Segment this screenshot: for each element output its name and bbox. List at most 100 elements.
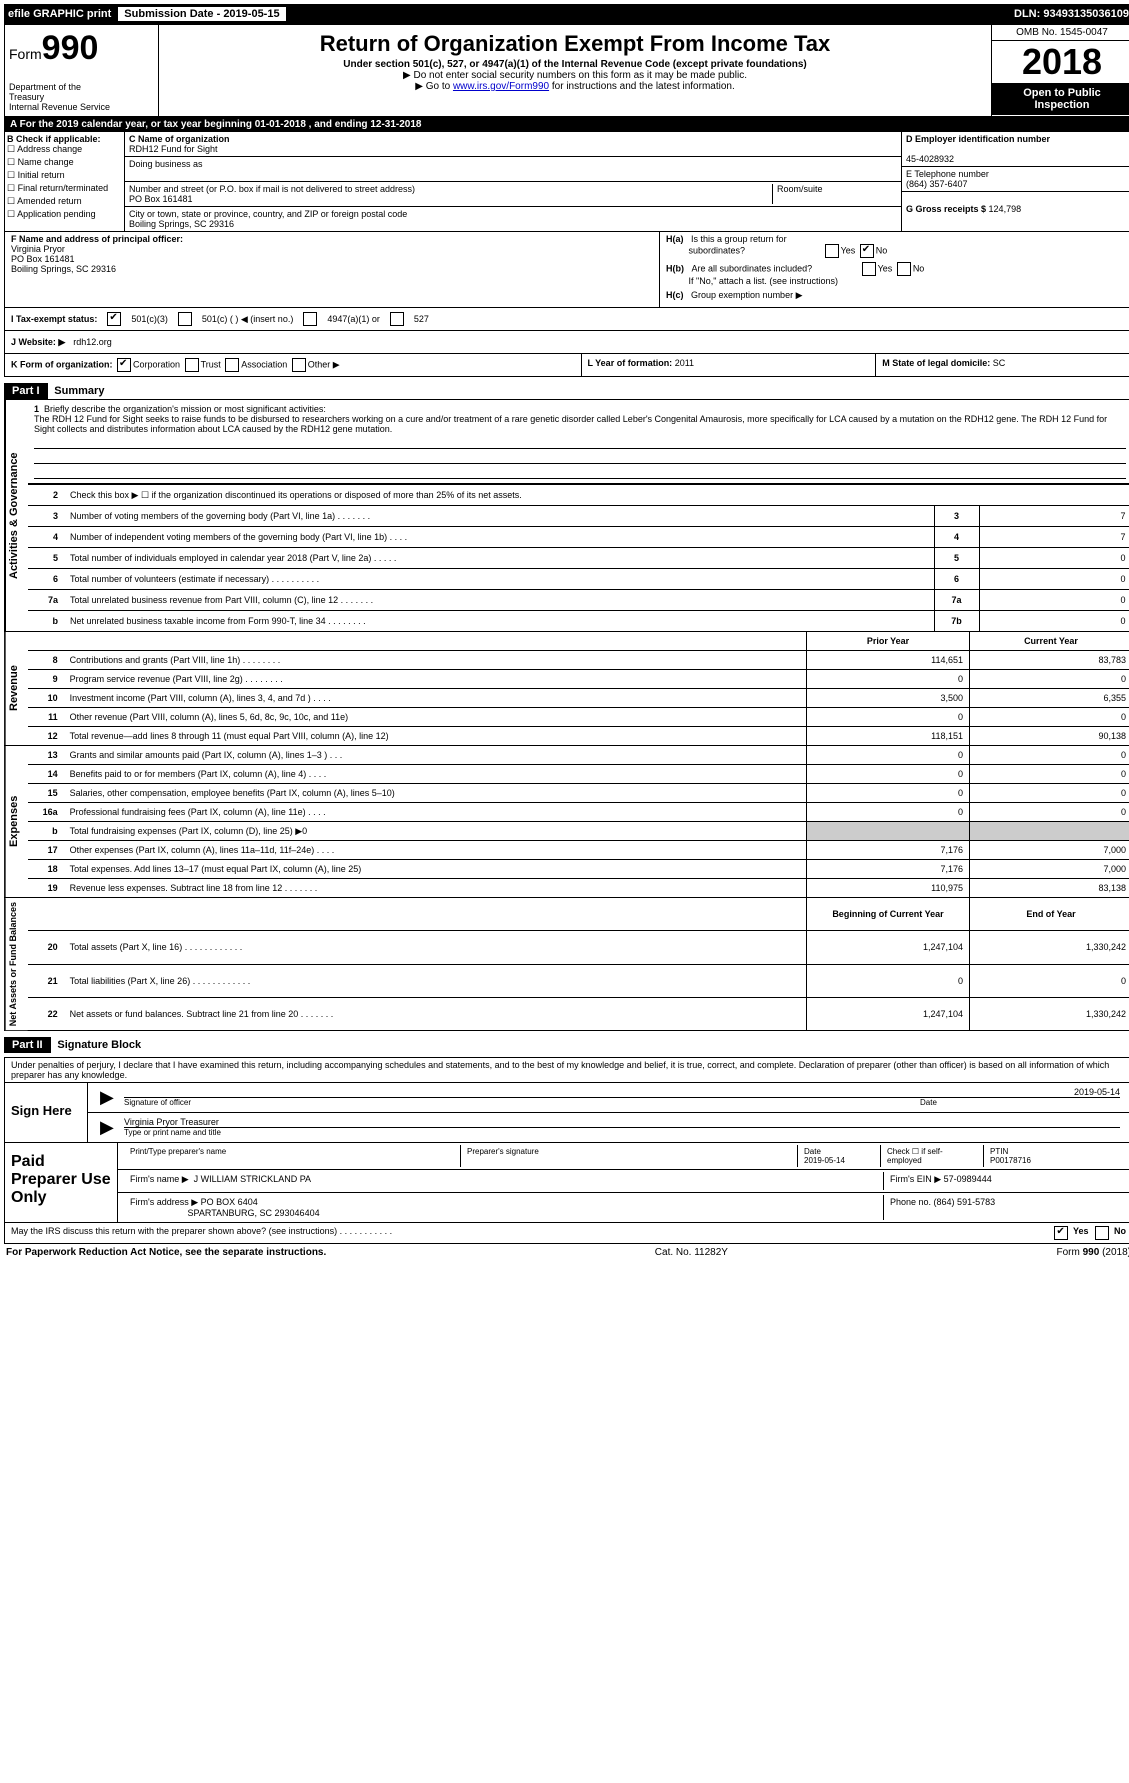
expenses-block: Expenses 13Grants and similar amounts pa… [4, 746, 1129, 898]
gross-receipts-field: G Gross receipts $ 124,798 [902, 192, 1129, 216]
ein-field: D Employer identification number 45-4028… [902, 132, 1129, 167]
form-prefix: Form [9, 46, 42, 62]
paid-preparer-label: Paid Preparer Use Only [5, 1143, 118, 1222]
irs-link[interactable]: www.irs.gov/Form990 [453, 81, 549, 92]
self-employed-check[interactable]: Check ☐ if self-employed [880, 1145, 983, 1167]
table-row: 17Other expenses (Part IX, column (A), l… [28, 841, 1129, 860]
row-i-tax-exempt: I Tax-exempt status: 501(c)(3) 501(c) ( … [4, 308, 1129, 331]
row-k-l-m: K Form of organization: Corporation Trus… [4, 354, 1129, 377]
chk-amended-return[interactable]: ☐ Amended return [7, 196, 122, 207]
ha-no-checkbox[interactable] [860, 244, 874, 258]
row-j-website: J Website: ▶ rdh12.org [4, 331, 1129, 354]
goto-notice: ▶ Go to www.irs.gov/Form990 for instruct… [167, 81, 983, 92]
table-row: 14Benefits paid to or for members (Part … [28, 765, 1129, 784]
ssn-notice: ▶ Do not enter social security numbers o… [167, 70, 983, 81]
street-field: Number and street (or P.O. box if mail i… [125, 182, 901, 207]
chk-corporation[interactable] [117, 358, 131, 372]
arrow-icon: ▶ [94, 1115, 118, 1140]
hb-yes-checkbox[interactable] [862, 262, 876, 276]
chk-527[interactable] [390, 312, 404, 326]
department-label: Department of the Treasury Internal Reve… [9, 82, 154, 112]
form-footer: Form 990 (2018) [1057, 1247, 1129, 1258]
expenses-table: 13Grants and similar amounts paid (Part … [28, 746, 1129, 897]
part-i-title: Summary [54, 385, 104, 397]
chk-address-change[interactable]: ☐ Address change [7, 144, 122, 155]
table-row: 18Total expenses. Add lines 13–17 (must … [28, 860, 1129, 879]
revenue-table: Prior YearCurrent Year 8Contributions an… [28, 632, 1129, 745]
chk-initial-return[interactable]: ☐ Initial return [7, 170, 122, 181]
room-suite: Room/suite [773, 184, 897, 204]
org-name: RDH12 Fund for Sight [129, 144, 218, 154]
net-assets-block: Net Assets or Fund Balances Beginning of… [4, 898, 1129, 1031]
preparer-name-label: Print/Type preparer's name [124, 1145, 460, 1167]
city-field: City or town, state or province, country… [125, 207, 901, 231]
state-domicile: M State of legal domicile: SC [875, 354, 1129, 376]
form-header: Form990 Department of the Treasury Inter… [4, 24, 1129, 117]
end-year-header: End of Year [970, 898, 1129, 931]
chk-name-change[interactable]: ☐ Name change [7, 157, 122, 168]
dln: DLN: 93493135036109 [1014, 8, 1129, 20]
ha-yes-checkbox[interactable] [825, 244, 839, 258]
phone-value: (864) 357-6407 [906, 179, 968, 189]
table-row: 8Contributions and grants (Part VIII, li… [28, 651, 1129, 670]
arrow-icon: ▶ [94, 1085, 118, 1110]
chk-501c3[interactable] [107, 312, 121, 326]
form-number: 990 [42, 29, 99, 67]
vert-label-governance: Activities & Governance [5, 400, 28, 631]
sig-date-label: Date [920, 1098, 1120, 1107]
chk-501c[interactable] [178, 312, 192, 326]
city-value: Boiling Springs, SC 29316 [129, 219, 234, 229]
table-row: 10Investment income (Part VIII, column (… [28, 689, 1129, 708]
b-label: B Check if applicable: [7, 134, 101, 144]
chk-trust[interactable] [185, 358, 199, 372]
table-row: 2Check this box ▶ ☐ if the organization … [28, 485, 1129, 506]
hb-no-checkbox[interactable] [897, 262, 911, 276]
chk-4947[interactable] [303, 312, 317, 326]
table-row: 19Revenue less expenses. Subtract line 1… [28, 879, 1129, 898]
dba-field: Doing business as [125, 157, 901, 182]
table-row: 4Number of independent voting members of… [28, 527, 1129, 548]
table-row: bTotal fundraising expenses (Part IX, co… [28, 822, 1129, 841]
preparer-date: 2019-05-14 [804, 1156, 845, 1165]
page-footer: For Paperwork Reduction Act Notice, see … [4, 1244, 1129, 1261]
efile-top-bar: efile GRAPHIC print Submission Date - 20… [4, 4, 1129, 24]
org-name-field: C Name of organization RDH12 Fund for Si… [125, 132, 901, 157]
table-row: 6Total number of volunteers (estimate if… [28, 569, 1129, 590]
ein-value: 45-4028932 [906, 154, 954, 164]
table-row: 11Other revenue (Part VIII, column (A), … [28, 708, 1129, 727]
table-row: 9Program service revenue (Part VIII, lin… [28, 670, 1129, 689]
h-group-return: H(a) Is this a group return for subordin… [660, 232, 1129, 307]
prior-year-header: Prior Year [807, 632, 970, 651]
mission-block: 1 Briefly describe the organization's mi… [28, 400, 1129, 484]
chk-association[interactable] [225, 358, 239, 372]
col-c-org-info: C Name of organization RDH12 Fund for Si… [125, 132, 901, 231]
table-row: 13Grants and similar amounts paid (Part … [28, 746, 1129, 765]
perjury-statement: Under penalties of perjury, I declare th… [5, 1058, 1129, 1082]
part-i-header-row: Part I Summary [4, 377, 1129, 399]
firm-ein: 57-0989444 [944, 1174, 992, 1184]
street-value: PO Box 161481 [129, 194, 193, 204]
chk-final-return[interactable]: ☐ Final return/terminated [7, 183, 122, 194]
table-row: 20Total assets (Part X, line 16) . . . .… [28, 931, 1129, 964]
ptin-value: P00178716 [990, 1156, 1031, 1165]
gross-receipts-value: 124,798 [989, 204, 1022, 214]
begin-year-header: Beginning of Current Year [807, 898, 970, 931]
discuss-yes-checkbox[interactable] [1054, 1226, 1068, 1240]
cat-no: Cat. No. 11282Y [655, 1247, 728, 1258]
table-row: 12Total revenue—add lines 8 through 11 (… [28, 727, 1129, 746]
chk-application-pending[interactable]: ☐ Application pending [7, 209, 122, 220]
table-row: 16aProfessional fundraising fees (Part I… [28, 803, 1129, 822]
chk-other[interactable] [292, 358, 306, 372]
firm-phone: (864) 591-5783 [934, 1197, 996, 1207]
table-row: 7aTotal unrelated business revenue from … [28, 590, 1129, 611]
discuss-no-checkbox[interactable] [1095, 1226, 1109, 1240]
vert-label-net-assets: Net Assets or Fund Balances [5, 898, 28, 1030]
part-ii-header: Part II [4, 1037, 51, 1053]
tax-year: 2018 [992, 41, 1129, 83]
table-row: 5Total number of individuals employed in… [28, 548, 1129, 569]
paperwork-notice: For Paperwork Reduction Act Notice, see … [6, 1247, 326, 1258]
firm-addr2: SPARTANBURG, SC 293046404 [188, 1208, 320, 1218]
table-row: bNet unrelated business taxable income f… [28, 611, 1129, 632]
mission-text: The RDH 12 Fund for Sight seeks to raise… [34, 414, 1107, 434]
col-d-e-g: D Employer identification number 45-4028… [901, 132, 1129, 231]
